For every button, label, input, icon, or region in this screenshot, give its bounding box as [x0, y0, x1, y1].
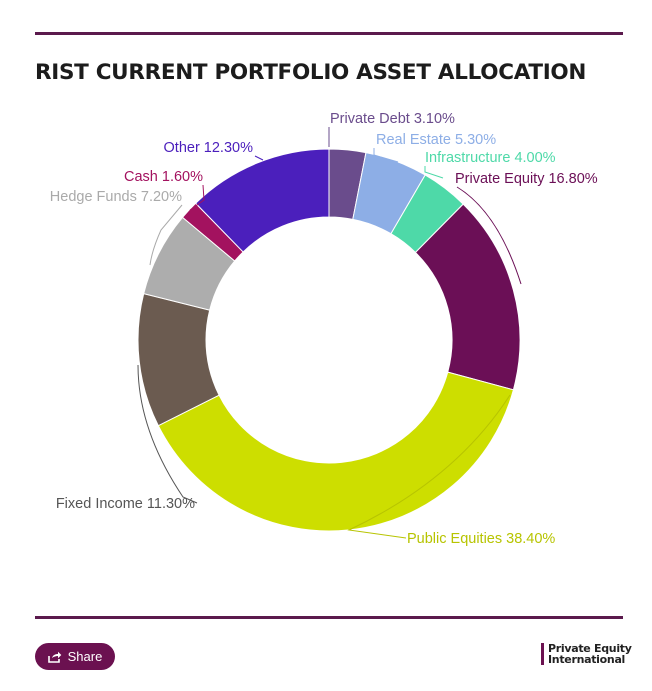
- brand-logo: Private Equity International: [541, 643, 632, 665]
- share-icon: [47, 651, 61, 663]
- slice-label: Fixed Income 11.30%: [56, 496, 195, 512]
- leader-line: [424, 166, 444, 179]
- donut-slice[interactable]: [157, 371, 515, 532]
- share-button[interactable]: Share: [35, 643, 115, 670]
- leader-line: [456, 186, 522, 285]
- slice-label: Private Equity 16.80%: [455, 171, 598, 187]
- slice-label: Hedge Funds 7.20%: [50, 189, 182, 205]
- brand-line-2: International: [548, 653, 626, 666]
- slice-label: Cash 1.60%: [124, 169, 203, 185]
- brand-line-1: Private Equity: [548, 642, 632, 655]
- slice-label: Infrastructure 4.00%: [425, 150, 556, 166]
- slice-label: Other 12.30%: [164, 140, 254, 156]
- bottom-rule: [35, 616, 623, 619]
- share-label: Share: [67, 649, 103, 664]
- top-rule: [35, 32, 623, 35]
- donut-slice[interactable]: [194, 148, 330, 253]
- leader-line: [149, 204, 183, 266]
- donut-chart: Private Debt 3.10% Real Estate 5.30% Infra…: [50, 111, 598, 547]
- chart-title: RIST CURRENT PORTFOLIO ASSET ALLOCATION: [35, 60, 587, 85]
- slice-label: Public Equities 38.40%: [407, 531, 555, 547]
- leader-line: [347, 394, 511, 539]
- leader-line: [137, 364, 198, 504]
- slice-label: Real Estate 5.30%: [376, 132, 496, 148]
- leader-line: [189, 184, 205, 211]
- leader-line: [254, 155, 264, 161]
- leader-line: [373, 148, 399, 163]
- slice-label: Private Debt 3.10%: [330, 111, 455, 127]
